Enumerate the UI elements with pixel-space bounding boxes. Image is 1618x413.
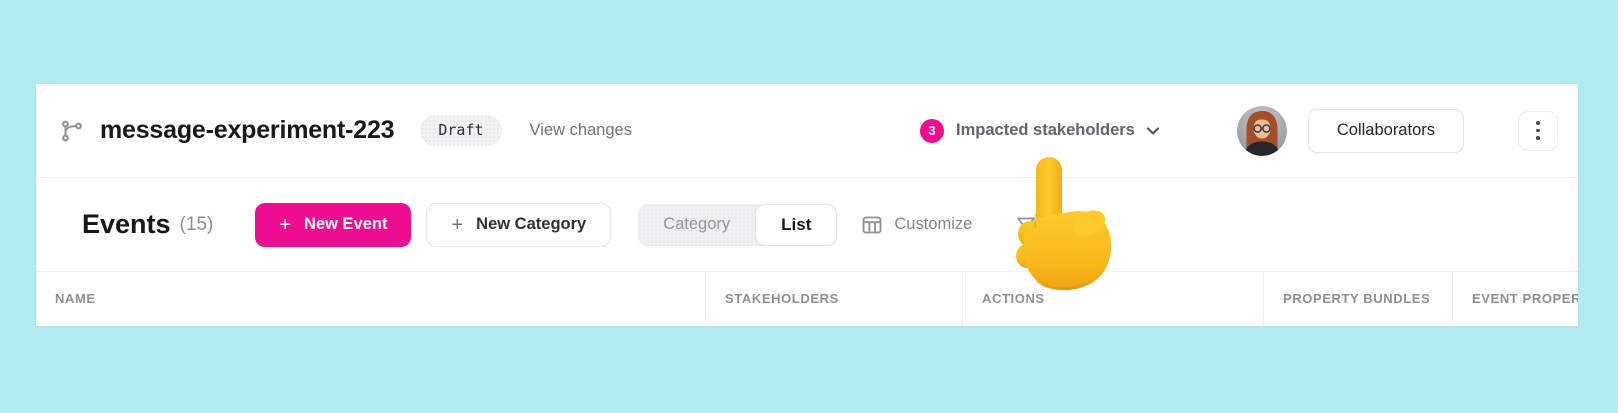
impacted-stakeholders-label: Impacted stakeholders — [956, 121, 1135, 139]
git-branch-icon — [62, 120, 82, 141]
events-toolbar-row: Events (15) + New Event + New Category C… — [36, 178, 1578, 272]
column-header-event-properties: EVENT PROPERTIES — [1452, 272, 1578, 326]
column-header-name: NAME — [55, 291, 96, 306]
impacted-stakeholders-dropdown[interactable]: 3 Impacted stakeholders — [920, 118, 1161, 143]
events-heading: Events — [82, 209, 171, 239]
plus-icon: + — [279, 213, 292, 236]
table-columns-icon — [862, 216, 882, 233]
impacted-count-badge: 3 — [920, 118, 945, 143]
branch-name-title: message-experiment-223 — [100, 116, 395, 144]
filter-label: Filter — [1047, 215, 1085, 233]
filter-button[interactable]: Filter — [1015, 214, 1084, 236]
collaborators-button-label: Collaborators — [1336, 121, 1435, 139]
customize-label: Customize — [894, 215, 973, 233]
column-header-actions: ACTIONS — [962, 272, 1263, 326]
avatar-portrait — [1236, 105, 1287, 156]
more-options-kebab-button[interactable] — [1518, 110, 1558, 151]
events-table-header: NAME STAKEHOLDERS ACTIONS PROPERTY BUNDL… — [36, 272, 1578, 326]
plus-icon: + — [451, 213, 464, 236]
kebab-dot — [1536, 128, 1540, 133]
new-category-button-label: New Category — [476, 215, 587, 233]
user-avatar[interactable] — [1236, 105, 1287, 156]
kebab-dot — [1536, 136, 1540, 140]
column-header-stakeholders: STAKEHOLDERS — [705, 272, 962, 326]
chevron-down-icon — [1146, 126, 1159, 135]
kebab-dot — [1536, 121, 1540, 125]
events-count: (15) — [179, 213, 214, 235]
column-header-property-bundles: PROPERTY BUNDLES — [1263, 272, 1452, 326]
view-changes-link[interactable]: View changes — [529, 121, 632, 139]
branch-card: message-experiment-223 Draft View change… — [36, 84, 1578, 326]
new-event-button-label: New Event — [304, 215, 388, 233]
branch-header-row: message-experiment-223 Draft View change… — [36, 84, 1578, 178]
customize-button[interactable]: Customize — [860, 213, 972, 237]
filter-funnel-icon — [1017, 217, 1036, 234]
segment-category[interactable]: Category — [663, 215, 731, 233]
new-category-button[interactable]: + New Category — [426, 202, 612, 247]
draft-status-badge: Draft — [420, 115, 502, 146]
collaborators-button[interactable]: Collaborators — [1307, 108, 1464, 153]
segment-list[interactable]: List — [755, 203, 838, 246]
view-mode-segmented-control: Category List — [638, 203, 838, 246]
new-event-button[interactable]: + New Event — [255, 202, 412, 247]
